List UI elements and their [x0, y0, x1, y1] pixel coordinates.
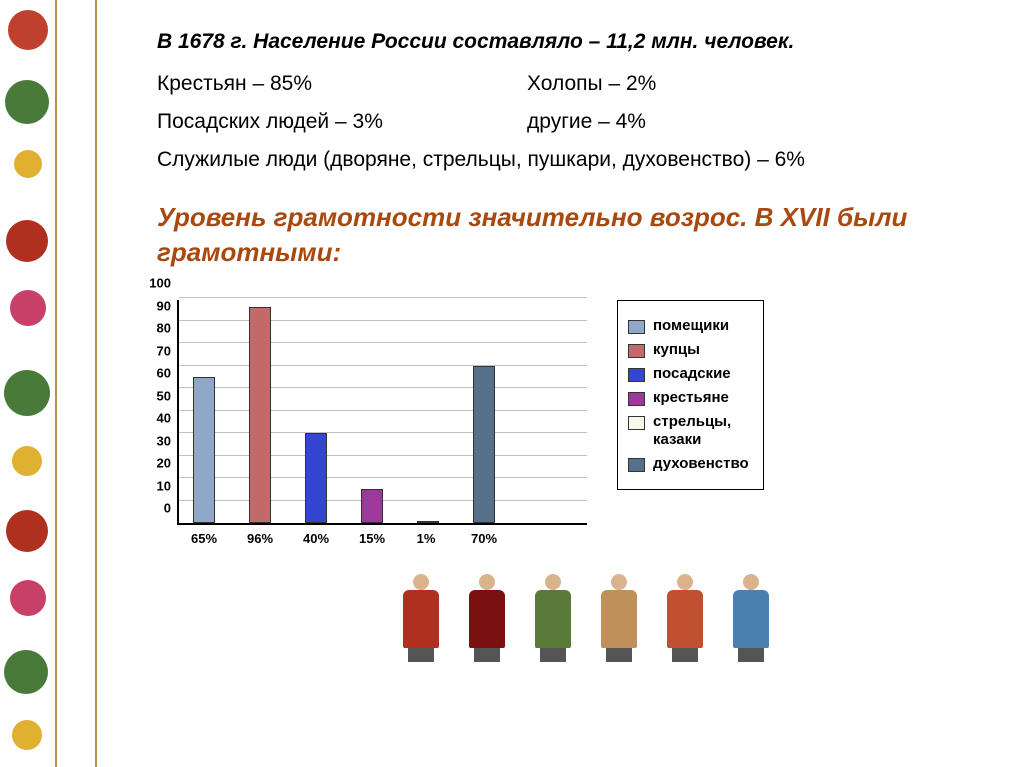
historical-figure-icon: [661, 574, 709, 664]
deco-shape: [5, 80, 49, 124]
grid-line: [179, 320, 587, 321]
deco-shape: [8, 10, 48, 50]
y-tick: 20: [141, 456, 171, 471]
chart-wrap: 0102030405060708090100 65% 96% 40% 15% 1% 70%: [177, 300, 587, 546]
deco-shape: [14, 150, 42, 178]
x-label: 1%: [415, 531, 437, 546]
y-tick: 40: [141, 411, 171, 426]
grid-line: [179, 387, 587, 388]
legend-item: купцы: [628, 341, 749, 359]
deco-shape: [6, 220, 48, 262]
legend-swatch: [628, 458, 645, 472]
heading: Уровень грамотности значительно возрос. …: [157, 200, 974, 270]
deco-shape: [4, 650, 48, 694]
legend-swatch: [628, 344, 645, 358]
legend-label: стрельцы, казаки: [653, 413, 731, 449]
deco-shape: [10, 580, 46, 616]
bar: [249, 307, 271, 523]
stat-right-1: Холопы – 2%: [527, 72, 656, 96]
x-label: 65%: [191, 531, 213, 546]
bar: [305, 433, 327, 523]
x-label: 70%: [471, 531, 493, 546]
historical-figure-icon: [595, 574, 643, 664]
y-tick: 100: [141, 276, 171, 291]
historical-figure-icon: [463, 574, 511, 664]
bar: [193, 377, 215, 523]
x-label: 96%: [247, 531, 269, 546]
legend-item: стрельцы, казаки: [628, 413, 749, 449]
grid-line: [179, 432, 587, 433]
deco-shape: [4, 370, 50, 416]
x-label: 15%: [359, 531, 381, 546]
y-tick: 70: [141, 343, 171, 358]
y-tick: 60: [141, 366, 171, 381]
y-tick: 0: [141, 501, 171, 516]
stats-row-1: Крестьян – 85% Холопы – 2%: [157, 72, 974, 96]
historical-figure-icon: [727, 574, 775, 664]
legend-item: посадские: [628, 365, 749, 383]
historical-figure-icon: [529, 574, 577, 664]
y-tick: 90: [141, 298, 171, 313]
x-axis-labels: 65% 96% 40% 15% 1% 70%: [177, 531, 587, 546]
stat-right-2: другие – 4%: [527, 110, 646, 134]
x-label: 40%: [303, 531, 325, 546]
legend-label: купцы: [653, 341, 700, 359]
decorative-sidebar: [0, 0, 97, 767]
grid-line: [179, 365, 587, 366]
stat-left-1: Крестьян – 85%: [157, 72, 527, 96]
chart-area: 0102030405060708090100 65% 96% 40% 15% 1% 70%…: [177, 300, 974, 546]
grid-line: [179, 342, 587, 343]
legend-swatch: [628, 320, 645, 334]
historical-figure-icon: [397, 574, 445, 664]
bar: [417, 521, 439, 523]
grid-line: [179, 500, 587, 501]
y-tick: 10: [141, 478, 171, 493]
legend-swatch: [628, 368, 645, 382]
stat-left-2: Посадских людей – 3%: [157, 110, 527, 134]
legend-label: крестьяне: [653, 389, 729, 407]
deco-shape: [12, 720, 42, 750]
grid-line: [179, 477, 587, 478]
grid-line: [179, 410, 587, 411]
stats-full: Служилые люди (дворяне, стрельцы, пушкар…: [157, 148, 974, 172]
deco-shape: [6, 510, 48, 552]
y-tick: 50: [141, 388, 171, 403]
legend-label: духовенство: [653, 455, 749, 473]
grid-line: [179, 297, 587, 298]
bar-chart: 0102030405060708090100: [177, 300, 587, 525]
legend-label: помещики: [653, 317, 729, 335]
stats-row-2: Посадских людей – 3% другие – 4%: [157, 110, 974, 134]
main-content: В 1678 г. Население России составляло – …: [97, 0, 1024, 767]
y-tick: 80: [141, 321, 171, 336]
legend-item: духовенство: [628, 455, 749, 473]
legend-swatch: [628, 392, 645, 406]
legend: помещики купцы посадские крестьяне стрельцы,…: [617, 300, 764, 490]
figures-row: [197, 574, 974, 664]
legend-label: посадские: [653, 365, 731, 383]
intro-title: В 1678 г. Население России составляло – …: [157, 30, 974, 54]
deco-shape: [10, 290, 46, 326]
legend-item: помещики: [628, 317, 749, 335]
deco-shape: [12, 446, 42, 476]
bar: [473, 366, 495, 524]
legend-item: крестьяне: [628, 389, 749, 407]
bar: [361, 489, 383, 523]
y-tick: 30: [141, 433, 171, 448]
grid-line: [179, 455, 587, 456]
legend-swatch: [628, 416, 645, 430]
